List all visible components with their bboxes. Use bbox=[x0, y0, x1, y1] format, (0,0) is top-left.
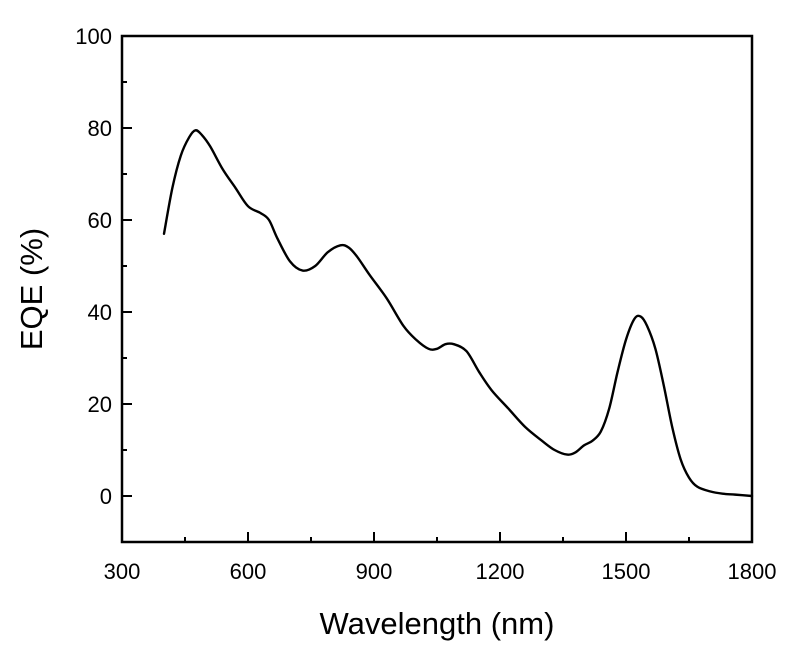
y-axis-title: EQE (%) bbox=[14, 228, 49, 350]
x-tick-label: 1800 bbox=[728, 559, 777, 584]
x-tick-label: 600 bbox=[230, 559, 267, 584]
y-tick-labels: 0 20 40 60 80 100 bbox=[75, 24, 112, 509]
x-tick-label: 300 bbox=[104, 559, 141, 584]
series-layer bbox=[162, 129, 754, 498]
series-line-0 bbox=[162, 129, 754, 498]
x-tick-label: 1200 bbox=[476, 559, 525, 584]
x-tick-label: 900 bbox=[356, 559, 393, 584]
plot-frame bbox=[120, 34, 754, 544]
y-tick-label: 40 bbox=[88, 300, 112, 325]
y-tick-label: 0 bbox=[100, 484, 112, 509]
x-axis-title: Wavelength (nm) bbox=[320, 606, 555, 641]
y-tick-label: 80 bbox=[88, 116, 112, 141]
y-tick-label: 20 bbox=[88, 392, 112, 417]
x-tick-label: 1500 bbox=[602, 559, 651, 584]
x-tick-labels: 300 600 900 1200 1500 1800 bbox=[104, 559, 777, 584]
y-tick-label: 100 bbox=[75, 24, 112, 49]
y-tick-label: 60 bbox=[88, 208, 112, 233]
